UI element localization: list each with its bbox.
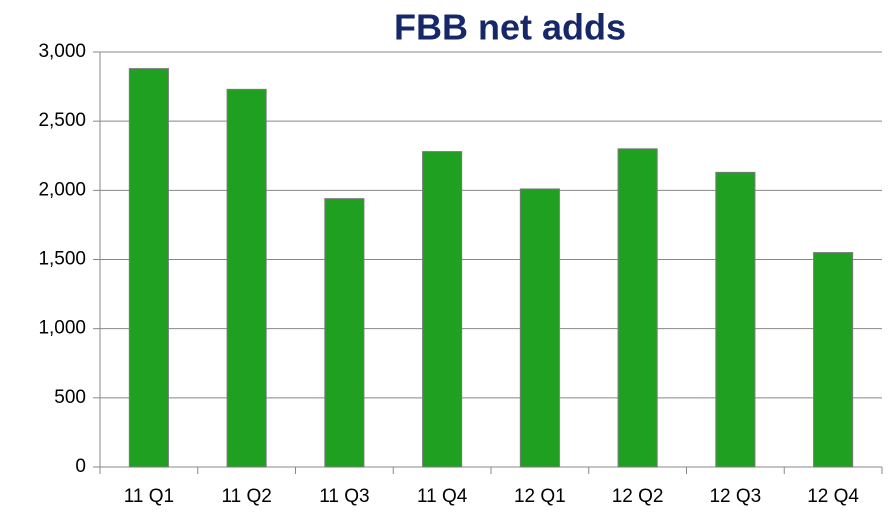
x-tick-label: 11 Q1 bbox=[124, 486, 174, 507]
x-tick-label: 11 Q4 bbox=[417, 486, 468, 507]
x-tick-label: 12 Q4 bbox=[807, 486, 859, 507]
bar bbox=[813, 252, 854, 468]
y-tick-label: 500 bbox=[54, 387, 86, 408]
x-tick-label: 12 Q1 bbox=[514, 486, 566, 507]
y-tick-label: 2,000 bbox=[38, 179, 86, 200]
y-tick-label: 0 bbox=[75, 456, 86, 477]
x-tick-label: 11 Q2 bbox=[221, 486, 271, 507]
bar bbox=[519, 188, 560, 468]
bar bbox=[128, 68, 169, 468]
y-tick-label: 1,500 bbox=[38, 249, 86, 270]
x-tick-label: 12 Q3 bbox=[709, 486, 761, 507]
bar bbox=[226, 88, 267, 468]
x-tick-label: 12 Q2 bbox=[612, 486, 664, 507]
bar bbox=[324, 198, 365, 468]
y-tick-label: 1,000 bbox=[38, 318, 86, 339]
bar bbox=[715, 171, 756, 468]
y-tick-label: 2,500 bbox=[38, 110, 86, 131]
bar bbox=[422, 151, 463, 468]
bar bbox=[617, 148, 658, 468]
x-tick-label: 11 Q3 bbox=[319, 486, 369, 507]
chart-title: FBB net adds bbox=[394, 7, 626, 48]
y-tick-label: 3,000 bbox=[38, 41, 86, 62]
